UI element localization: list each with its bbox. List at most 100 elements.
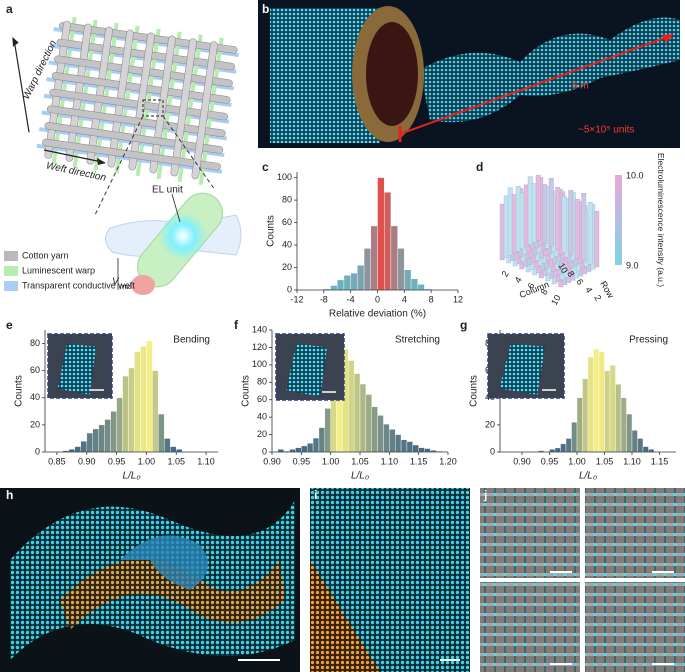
- bar3d: [507, 187, 513, 256]
- bar: [371, 406, 378, 453]
- y-tick-label: 60: [282, 217, 292, 227]
- bar: [626, 413, 633, 453]
- bar3d: [548, 178, 554, 247]
- inset-fabric: [286, 343, 327, 397]
- x-tick-label: 1.10: [197, 456, 215, 466]
- x-tick-label: 1.05: [596, 456, 614, 466]
- bar: [134, 351, 141, 453]
- colorbar: [615, 175, 622, 265]
- bar: [140, 346, 147, 453]
- y-tick-label: 0: [262, 446, 267, 456]
- bar3d: [561, 196, 567, 253]
- y-tick-label: 20: [485, 419, 495, 429]
- y-tick-label: 0: [35, 446, 40, 456]
- x-axis-label: L/L₀: [351, 471, 369, 482]
- y-tick-label: 140: [252, 324, 267, 334]
- weft-arrow: [43, 149, 103, 163]
- bar: [642, 446, 649, 453]
- y-tick-label: 20: [257, 429, 267, 439]
- bar: [615, 384, 622, 453]
- bar: [404, 269, 412, 291]
- bar: [158, 413, 165, 453]
- colorbar-min: 9.0: [626, 260, 639, 270]
- photo-units: [480, 488, 685, 672]
- y-tick-label: 80: [282, 194, 292, 204]
- row-tick: 4: [583, 285, 594, 294]
- bar: [312, 437, 320, 453]
- y-tick-label: 100: [252, 359, 267, 369]
- bar: [307, 443, 314, 453]
- y-tick-label: 80: [30, 338, 40, 348]
- bar3d: [503, 195, 509, 258]
- bar: [412, 444, 419, 453]
- y-tick-label: 40: [30, 392, 40, 402]
- el-unit-illustration: [105, 192, 242, 295]
- y-tick-label: 60: [257, 394, 267, 404]
- bar: [418, 447, 425, 453]
- x-tick-label: 1.05: [167, 456, 185, 466]
- legend: Cotton yarn Luminescent warp Transparent c…: [4, 250, 135, 291]
- cotton-warp: [170, 38, 197, 177]
- cotton-weft: [42, 138, 221, 171]
- panel-label: d: [476, 160, 483, 174]
- bar: [353, 373, 361, 453]
- inset-border: [487, 333, 565, 399]
- y-tick-label: 40: [257, 412, 267, 422]
- row-tick: 10: [556, 261, 570, 275]
- bar: [377, 177, 385, 291]
- bar3d: [515, 186, 521, 252]
- bar: [295, 447, 302, 453]
- bar: [604, 370, 611, 453]
- x-tick-label: 0.85: [48, 456, 66, 466]
- bar: [571, 421, 578, 453]
- inset-fabric: [57, 343, 96, 395]
- chart-title: Pressing: [629, 335, 668, 346]
- bar: [560, 443, 567, 453]
- y-axis-label: Counts: [241, 375, 252, 407]
- bar: [92, 428, 99, 453]
- bar: [395, 434, 402, 453]
- cotton-warp: [191, 41, 218, 180]
- legend-swatch: [4, 266, 18, 276]
- weft-arrowhead: [97, 158, 106, 165]
- length-label: 6 m: [572, 81, 589, 92]
- row-tick: 8: [565, 269, 576, 278]
- bar: [337, 279, 345, 291]
- x-tick-label: 0.95: [541, 456, 559, 466]
- bar3d: [535, 175, 541, 241]
- bar: [98, 424, 105, 453]
- bar: [620, 397, 627, 453]
- bar: [170, 446, 177, 453]
- bar: [74, 446, 81, 453]
- chart-title: Bending: [173, 335, 210, 346]
- bar: [384, 192, 392, 291]
- y-tick-label: 40: [282, 239, 292, 249]
- bar3d: [594, 211, 600, 268]
- bar: [609, 365, 616, 453]
- bar3d: [519, 192, 525, 250]
- weave-illustration: [36, 16, 239, 186]
- column-tick: 4: [513, 275, 524, 284]
- y-tick-label: 100: [277, 172, 292, 182]
- legend-label: Luminescent warp: [22, 265, 95, 275]
- panel-label: c: [262, 160, 269, 174]
- bar: [397, 248, 405, 291]
- bar: [593, 348, 600, 453]
- bar3d: [523, 184, 529, 247]
- bar: [587, 356, 594, 453]
- bar: [350, 272, 358, 291]
- bar: [68, 449, 76, 453]
- bar3d: [499, 203, 505, 261]
- bar: [598, 351, 605, 453]
- y-axis-label: Counts: [469, 375, 480, 407]
- bar3d: [555, 187, 561, 250]
- bar3d: [531, 183, 537, 243]
- bar: [330, 285, 338, 291]
- zoom-line: [94, 115, 144, 216]
- bar: [390, 225, 398, 291]
- column-title: Column: [518, 279, 551, 300]
- x-tick-label: 1.10: [381, 456, 399, 466]
- bar3d: [581, 193, 587, 262]
- bar: [410, 278, 418, 291]
